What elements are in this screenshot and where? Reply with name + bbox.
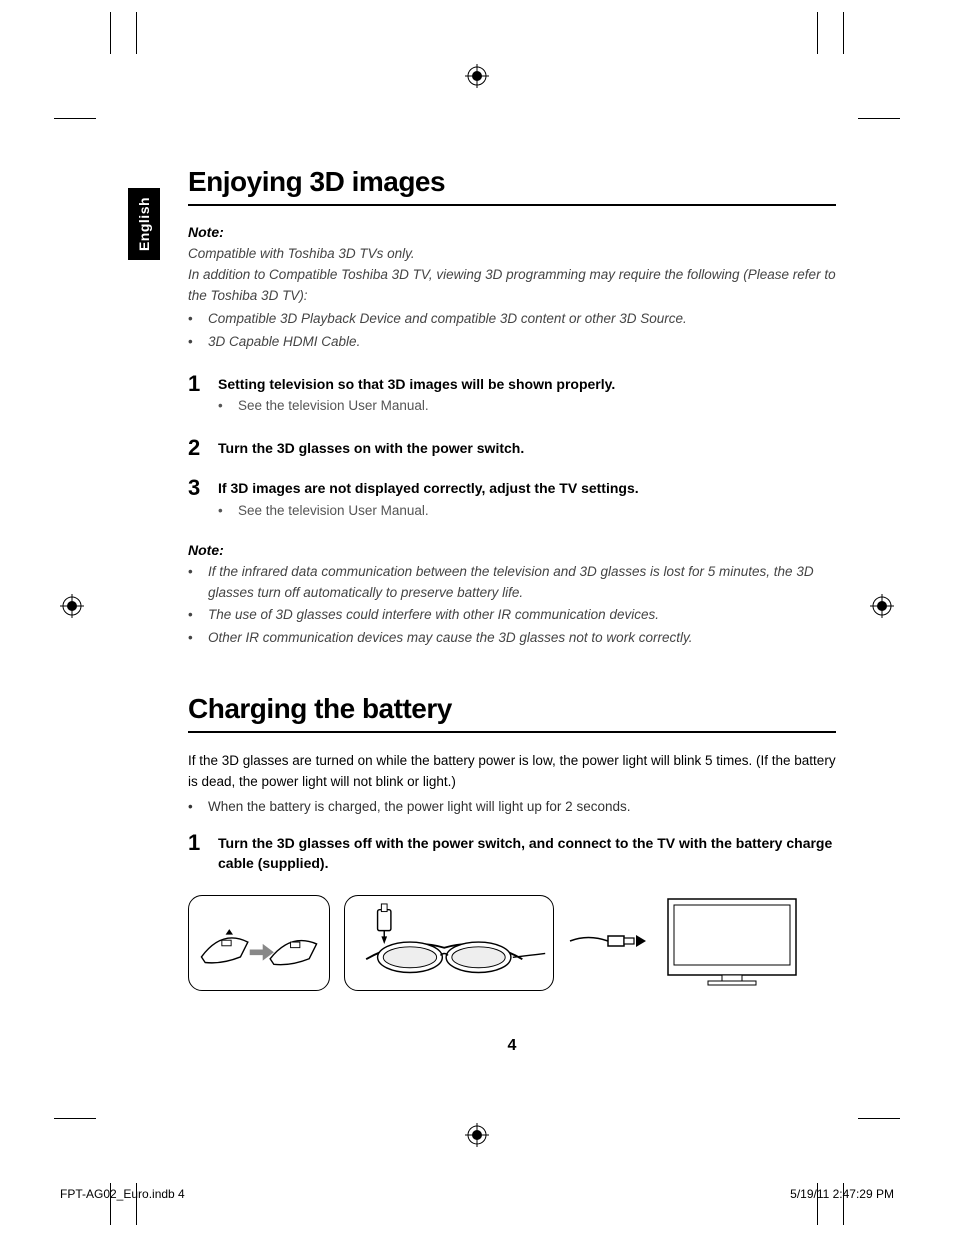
note-bullet: • The use of 3D glasses could interfere w… (188, 605, 836, 626)
bullet-icon: • (188, 332, 198, 353)
step-title: Turn the 3D glasses off with the power s… (218, 834, 836, 873)
tv-icon (662, 893, 802, 993)
content-area: Enjoying 3D images Note: Compatible with… (188, 166, 836, 1055)
glasses-switch-closeup-icon (188, 895, 330, 991)
step-number: 2 (188, 437, 206, 459)
crop-mark (54, 1118, 96, 1119)
note-line: Compatible with Toshiba 3D TVs only. (188, 244, 836, 265)
crop-mark (858, 118, 900, 119)
crop-mark (843, 12, 844, 54)
section-title-enjoying-3d: Enjoying 3D images (188, 166, 836, 206)
step-body: Setting television so that 3D images wil… (218, 373, 836, 420)
note-body: Compatible with Toshiba 3D TVs only. In … (188, 244, 836, 353)
note-label: Note: (188, 224, 836, 240)
page-number: 4 (508, 1037, 517, 1055)
language-tab: English (128, 188, 160, 260)
note-label: Note: (188, 542, 836, 558)
note-bullet: • Other IR communication devices may caus… (188, 628, 836, 649)
step-item: 1 Setting television so that 3D images w… (188, 373, 836, 420)
note-bullet-text: Other IR communication devices may cause… (208, 628, 692, 649)
section-charging: Charging the battery If the 3D glasses a… (188, 693, 836, 993)
step-title: Setting television so that 3D images wil… (218, 375, 836, 395)
footer-left: FPT-AG02_Euro.indb 4 (60, 1187, 185, 1201)
registration-mark-icon (465, 64, 489, 88)
note-bullet-text: Compatible 3D Playback Device and compat… (208, 309, 687, 330)
bullet-icon: • (218, 396, 228, 417)
step-item: 1 Turn the 3D glasses off with the power… (188, 832, 836, 873)
registration-mark-icon (60, 594, 84, 618)
note2-bullet-list: •If the infrared data communication betw… (188, 562, 836, 650)
step-sublist: • See the television User Manual. (218, 501, 836, 522)
figure-row (188, 893, 836, 993)
step-body: Turn the 3D glasses on with the power sw… (218, 437, 836, 459)
step-sub-item: • See the television User Manual. (218, 396, 836, 417)
step-item: 2 Turn the 3D glasses on with the power … (188, 437, 836, 459)
note-bullet-text: 3D Capable HDMI Cable. (208, 332, 360, 353)
crop-mark (817, 12, 818, 54)
step-item: 3 If 3D images are not displayed correct… (188, 477, 836, 524)
section-title-charging: Charging the battery (188, 693, 836, 733)
bullet-icon: • (188, 797, 198, 818)
registration-mark-icon (465, 1123, 489, 1147)
note-bullet: • 3D Capable HDMI Cable. (188, 332, 836, 353)
note-bullet: • Compatible 3D Playback Device and compa… (188, 309, 836, 330)
step-body: Turn the 3D glasses off with the power s… (218, 832, 836, 873)
language-tab-label: English (136, 197, 152, 251)
step-sub-item: • See the television User Manual. (218, 501, 836, 522)
bullet-icon: • (188, 309, 198, 330)
step-number: 1 (188, 373, 206, 420)
body-bullet-list: • When the battery is charged, the power … (188, 797, 836, 818)
bullet-icon: • (188, 628, 198, 649)
note-bullet-list: • Compatible 3D Playback Device and compa… (188, 309, 836, 353)
note-bullet-text: If the infrared data communication betwe… (208, 562, 836, 604)
body-text: If the 3D glasses are turned on while th… (188, 751, 836, 793)
step-sub-text: See the television User Manual. (238, 501, 429, 522)
step-number: 1 (188, 832, 206, 873)
note-bullet: •If the infrared data communication betw… (188, 562, 836, 604)
usb-cable-icon (568, 926, 648, 961)
bullet-icon: • (218, 501, 228, 522)
step-title: Turn the 3D glasses on with the power sw… (218, 439, 836, 459)
note-line: In addition to Compatible Toshiba 3D TV,… (188, 265, 836, 307)
crop-mark (110, 12, 111, 54)
crop-mark (54, 118, 96, 119)
step-sublist: • See the television User Manual. (218, 396, 836, 417)
glasses-with-plug-icon (344, 895, 554, 991)
step-number: 3 (188, 477, 206, 524)
steps-list-2: 1 Turn the 3D glasses off with the power… (188, 832, 836, 873)
crop-mark (136, 12, 137, 54)
registration-mark-icon (870, 594, 894, 618)
crop-mark (858, 1118, 900, 1119)
bullet-icon: • (188, 562, 198, 604)
step-sub-text: See the television User Manual. (238, 396, 429, 417)
step-body: If 3D images are not displayed correctly… (218, 477, 836, 524)
note-block-2: Note: •If the infrared data communicatio… (188, 542, 836, 650)
steps-list: 1 Setting television so that 3D images w… (188, 373, 836, 524)
bullet-icon: • (188, 605, 198, 626)
page: English Enjoying 3D images Note: Compati… (0, 0, 954, 1237)
content-wrap: Enjoying 3D images Note: Compatible with… (188, 166, 836, 1055)
footer-right: 5/19/11 2:47:29 PM (790, 1187, 894, 1201)
note-bullet-text: The use of 3D glasses could interfere wi… (208, 605, 659, 626)
step-title: If 3D images are not displayed correctly… (218, 479, 836, 499)
body-bullet-text: When the battery is charged, the power l… (208, 797, 630, 818)
body-bullet: • When the battery is charged, the power … (188, 797, 836, 818)
footer: FPT-AG02_Euro.indb 4 5/19/11 2:47:29 PM (60, 1187, 894, 1201)
